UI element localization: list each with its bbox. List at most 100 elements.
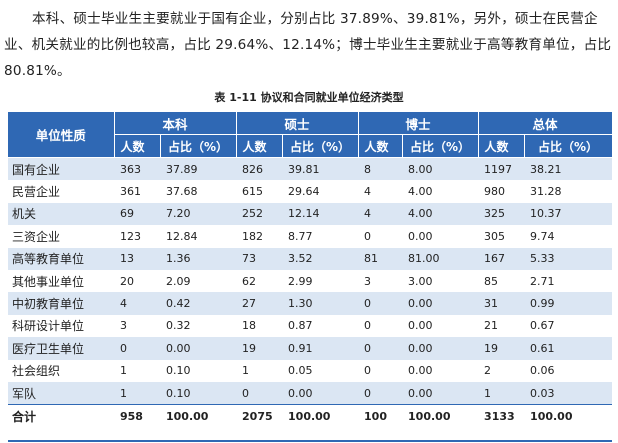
table-row: 其他事业单位 20 2.09 62 2.99 3 3.00 85 2.71 bbox=[8, 270, 612, 292]
cell-count: 19 bbox=[478, 337, 525, 360]
cell-percent: 5.33 bbox=[524, 247, 613, 270]
cell-count: 826 bbox=[236, 157, 283, 181]
cell-count: 0 bbox=[236, 381, 283, 405]
cell-count: 73 bbox=[236, 247, 283, 270]
cell-percent: 0.03 bbox=[524, 381, 613, 405]
sub-header-count: 人数 bbox=[478, 134, 525, 158]
cell-percent: 9.74 bbox=[530, 229, 555, 243]
cell-percent: 38.21 bbox=[524, 157, 613, 181]
cell-count: 19 bbox=[236, 337, 283, 360]
summary-paragraph: 本科、硕士毕业生主要就业于国有企业，分别占比 37.89%、39.81%，另外，… bbox=[4, 6, 612, 84]
corner-header: 单位性质 bbox=[8, 112, 115, 158]
cell-count: 4 bbox=[358, 202, 403, 226]
cell-count: 2 bbox=[484, 364, 492, 378]
cell-count: 252 bbox=[236, 202, 283, 226]
total-count: 100 bbox=[358, 404, 403, 428]
cell-percent: 1.36 bbox=[160, 247, 237, 270]
row-label: 三资企业 bbox=[12, 229, 61, 244]
cell-percent: 29.64 bbox=[288, 185, 320, 199]
header-row-sub: 人数 占比（%） 人数 占比（%） 人数 占比（%） 人数 占比（%） bbox=[8, 134, 613, 158]
table-row: 高等教育单位 13 1.36 73 3.52 81 81.00 167 5.33 bbox=[8, 247, 613, 270]
total-row: 合计 958 100.00 2075 100.00 100 100.00 3133 100.00 bbox=[8, 404, 613, 428]
cell-count: 615 bbox=[242, 185, 264, 199]
sub-header-count: 人数 bbox=[114, 134, 161, 158]
cell-count: 0 bbox=[358, 381, 403, 405]
cell-percent: 0.87 bbox=[288, 319, 313, 333]
cell-percent: 12.84 bbox=[166, 229, 198, 243]
row-label: 机关 bbox=[8, 202, 114, 226]
cell-count: 69 bbox=[114, 202, 160, 226]
table-row: 社会组织 1 0.10 1 0.05 0 0.00 2 0.06 bbox=[8, 360, 612, 382]
sub-header-count: 人数 bbox=[358, 134, 403, 158]
cell-count: 0 bbox=[358, 292, 403, 315]
row-label: 中初教育单位 bbox=[8, 292, 114, 315]
cell-count: 361 bbox=[120, 185, 141, 199]
cell-percent: 39.81 bbox=[282, 157, 359, 181]
row-label: 国有企业 bbox=[8, 157, 114, 181]
cell-percent: 0.00 bbox=[402, 337, 479, 360]
cell-count: 3 bbox=[120, 319, 127, 333]
cell-count: 85 bbox=[484, 274, 499, 288]
cell-percent: 0.99 bbox=[524, 292, 613, 315]
cell-count: 4 bbox=[114, 292, 160, 315]
cell-count: 182 bbox=[242, 229, 264, 243]
group-header-doctor: 博士 bbox=[358, 112, 479, 135]
table-row: 中初教育单位 4 0.42 27 1.30 0 0.00 31 0.99 bbox=[8, 292, 613, 315]
cell-count: 1 bbox=[242, 364, 250, 378]
cell-percent: 0.00 bbox=[402, 381, 479, 405]
cell-percent: 0.10 bbox=[160, 381, 237, 405]
cell-percent: 0.42 bbox=[160, 292, 237, 315]
total-count: 3133 bbox=[478, 404, 525, 428]
cell-percent: 0.00 bbox=[408, 319, 433, 333]
cell-percent: 2.09 bbox=[166, 274, 191, 288]
table-row: 国有企业 363 37.89 826 39.81 8 8.00 1197 38.21 bbox=[8, 157, 613, 181]
cell-count: 21 bbox=[484, 319, 499, 333]
cell-percent: 1.30 bbox=[282, 292, 359, 315]
table-row: 机关 69 7.20 252 12.14 4 4.00 325 10.37 bbox=[8, 202, 613, 226]
cell-count: 1 bbox=[120, 364, 127, 378]
employment-unit-table: 单位性质 本科 硕士 博士 总体 人数 占比（%） 人数 占比（%） 人数 占比… bbox=[8, 112, 613, 428]
cell-percent: 10.37 bbox=[524, 202, 613, 226]
cell-percent: 0.67 bbox=[530, 319, 555, 333]
cell-percent: 2.71 bbox=[530, 274, 555, 288]
cell-percent: 7.20 bbox=[160, 202, 237, 226]
table-row: 三资企业 123 12.84 182 8.77 0 0.00 305 9.74 bbox=[8, 225, 612, 247]
table-row: 医疗卫生单位 0 0.00 19 0.91 0 0.00 19 0.61 bbox=[8, 337, 613, 360]
total-count: 2075 bbox=[236, 404, 283, 428]
cell-count: 325 bbox=[478, 202, 525, 226]
cell-count: 123 bbox=[120, 229, 141, 243]
cell-count: 20 bbox=[120, 274, 134, 288]
cell-percent: 0.00 bbox=[408, 229, 433, 243]
group-header-master: 硕士 bbox=[236, 112, 359, 135]
cell-percent: 0.00 bbox=[282, 381, 359, 405]
cell-percent: 2.99 bbox=[288, 274, 313, 288]
cell-percent: 0.61 bbox=[524, 337, 613, 360]
cell-count: 62 bbox=[242, 274, 257, 288]
row-label: 医疗卫生单位 bbox=[8, 337, 114, 360]
row-label: 民营企业 bbox=[12, 185, 61, 200]
table-row: 科研设计单位 3 0.32 18 0.87 0 0.00 21 0.67 bbox=[8, 315, 612, 337]
header-row-groups: 单位性质 本科 硕士 博士 总体 bbox=[8, 112, 613, 158]
cell-count: 4 bbox=[364, 185, 372, 199]
cell-percent: 8.00 bbox=[402, 157, 479, 181]
row-label: 高等教育单位 bbox=[8, 247, 114, 270]
group-header-undergrad: 本科 bbox=[114, 112, 237, 135]
table-bottom-rule bbox=[8, 440, 612, 442]
cell-percent: 8.77 bbox=[288, 229, 313, 243]
cell-percent: 3.00 bbox=[408, 274, 433, 288]
sub-header-percent: 占比（%） bbox=[282, 134, 359, 158]
total-count: 958 bbox=[114, 404, 160, 428]
cell-percent: 0.10 bbox=[166, 364, 191, 378]
total-percent: 100.00 bbox=[160, 404, 237, 428]
cell-percent: 4.00 bbox=[402, 202, 479, 226]
cell-percent: 12.14 bbox=[282, 202, 359, 226]
cell-count: 8 bbox=[358, 157, 403, 181]
cell-count: 1 bbox=[114, 381, 160, 405]
cell-percent: 0.32 bbox=[166, 319, 191, 333]
row-label: 社会组织 bbox=[12, 364, 61, 379]
cell-percent: 0.00 bbox=[402, 292, 479, 315]
group-header-overall: 总体 bbox=[478, 112, 613, 135]
row-label: 科研设计单位 bbox=[12, 319, 85, 334]
cell-count: 980 bbox=[484, 185, 506, 199]
